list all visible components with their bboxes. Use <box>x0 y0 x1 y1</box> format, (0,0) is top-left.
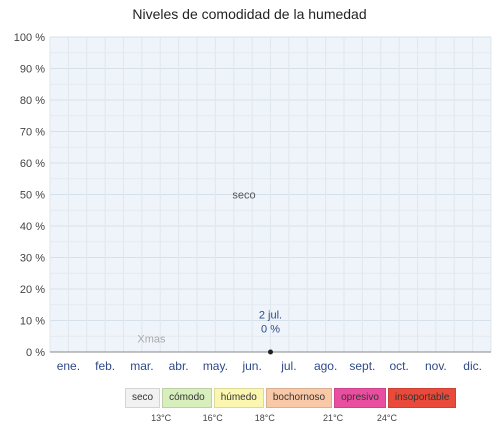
peak-date-label: 2 jul. <box>259 310 282 322</box>
grid <box>49 36 492 353</box>
legend-item: seco <box>125 388 161 408</box>
x-tick-label: nov. <box>425 359 447 373</box>
y-tick-label: 20 % <box>20 284 45 296</box>
x-tick-label: jun. <box>241 359 261 373</box>
y-tick-label: 60 % <box>20 158 45 170</box>
x-tick-label: feb. <box>95 359 115 373</box>
x-axis: ene. feb. mar. abr. may. jun. jul. ago. sept. oct… <box>57 359 482 373</box>
legend-threshold: 24°C <box>376 413 397 423</box>
y-tick-label: 90 % <box>20 64 45 76</box>
peak-value-label: 0 % <box>261 324 280 336</box>
y-tick-label: 50 % <box>20 190 45 202</box>
y-tick-label: 10 % <box>20 316 45 328</box>
y-tick-label: 30 % <box>20 253 45 265</box>
legend-item: opresivo <box>334 388 386 408</box>
legend-threshold: 18°C <box>254 413 275 423</box>
x-tick-label: oct. <box>389 359 408 373</box>
y-tick-label: 80 % <box>20 95 45 107</box>
chart-title: Niveles de comodidad de la humedad <box>132 6 367 22</box>
x-tick-label: ago. <box>314 359 337 373</box>
legend-threshold: 21°C <box>323 413 344 423</box>
band-label-dry: seco <box>232 190 255 202</box>
x-tick-label: jul. <box>280 359 296 373</box>
legend-item: insoportable <box>387 388 457 408</box>
x-tick-label: abr. <box>169 359 189 373</box>
band-label-gray: Xmas <box>137 334 166 346</box>
legend-thresholds: 13°C 16°C 18°C 21°C 24°C <box>0 413 499 427</box>
legend-item: húmedo <box>213 388 264 408</box>
x-tick-label: sept. <box>349 359 375 373</box>
legend-threshold: 16°C <box>202 413 223 423</box>
y-tick-label: 70 % <box>20 127 45 139</box>
legend: seco cómodo húmedo bochornoso opresivo insopo… <box>125 388 458 408</box>
x-tick-label: dic. <box>463 359 482 373</box>
y-tick-label: 100 % <box>14 32 45 44</box>
legend-item: bochornoso <box>265 388 333 408</box>
y-tick-label: 40 % <box>20 221 45 233</box>
peak-marker <box>268 349 273 355</box>
legend-threshold: 13°C <box>151 413 172 423</box>
annotations: seco Xmas 2 jul. 0 % <box>137 190 282 355</box>
legend-item: cómodo <box>162 388 212 408</box>
x-tick-label: ene. <box>57 359 80 373</box>
y-tick-label: 0 % <box>26 347 45 359</box>
x-tick-label: mar. <box>130 359 153 373</box>
x-tick-label: may. <box>203 359 228 373</box>
y-axis: 0 % 10 % 20 % 30 % 40 % 50 % 60 % 70 % 80 % 90 % 1… <box>14 32 45 359</box>
